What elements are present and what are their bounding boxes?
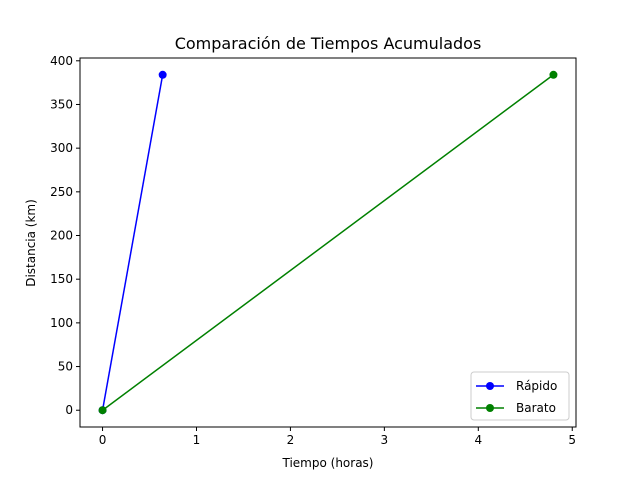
y-tick-label: 250 xyxy=(50,185,73,199)
y-tick-label: 350 xyxy=(50,97,73,111)
chart-title: Comparación de Tiempos Acumulados xyxy=(175,34,482,53)
data-point xyxy=(158,70,167,79)
legend-marker xyxy=(486,382,494,390)
data-point xyxy=(98,406,107,415)
legend-label: Rápido xyxy=(516,379,557,393)
x-tick-label: 3 xyxy=(381,433,389,447)
legend-label: Barato xyxy=(516,401,556,415)
y-tick-label: 50 xyxy=(58,360,73,374)
y-tick-label: 200 xyxy=(50,229,73,243)
x-axis-title: Tiempo (horas) xyxy=(282,456,374,470)
series-layer xyxy=(98,70,558,415)
x-tick-label: 5 xyxy=(568,433,576,447)
x-axis: 0 1 2 3 4 5 xyxy=(99,427,576,447)
legend: Rápido Barato xyxy=(470,371,570,421)
data-point xyxy=(549,70,558,79)
y-tick-label: 150 xyxy=(50,272,73,286)
series-line-1 xyxy=(102,74,554,411)
y-axis-title: Distancia (km) xyxy=(24,199,38,287)
x-tick-label: 2 xyxy=(287,433,295,447)
y-tick-label: 400 xyxy=(50,54,73,68)
y-tick-label: 100 xyxy=(50,316,73,330)
y-tick-label: 0 xyxy=(65,403,73,417)
legend-marker xyxy=(486,404,494,412)
x-tick-label: 1 xyxy=(193,433,201,447)
plot-frame xyxy=(79,57,577,428)
y-axis: 0 50 100 150 200 250 300 350 400 xyxy=(50,54,80,417)
x-tick-label: 4 xyxy=(474,433,482,447)
series-line-0 xyxy=(101,74,164,411)
y-tick-label: 300 xyxy=(50,141,73,155)
x-tick-label: 0 xyxy=(99,433,107,447)
